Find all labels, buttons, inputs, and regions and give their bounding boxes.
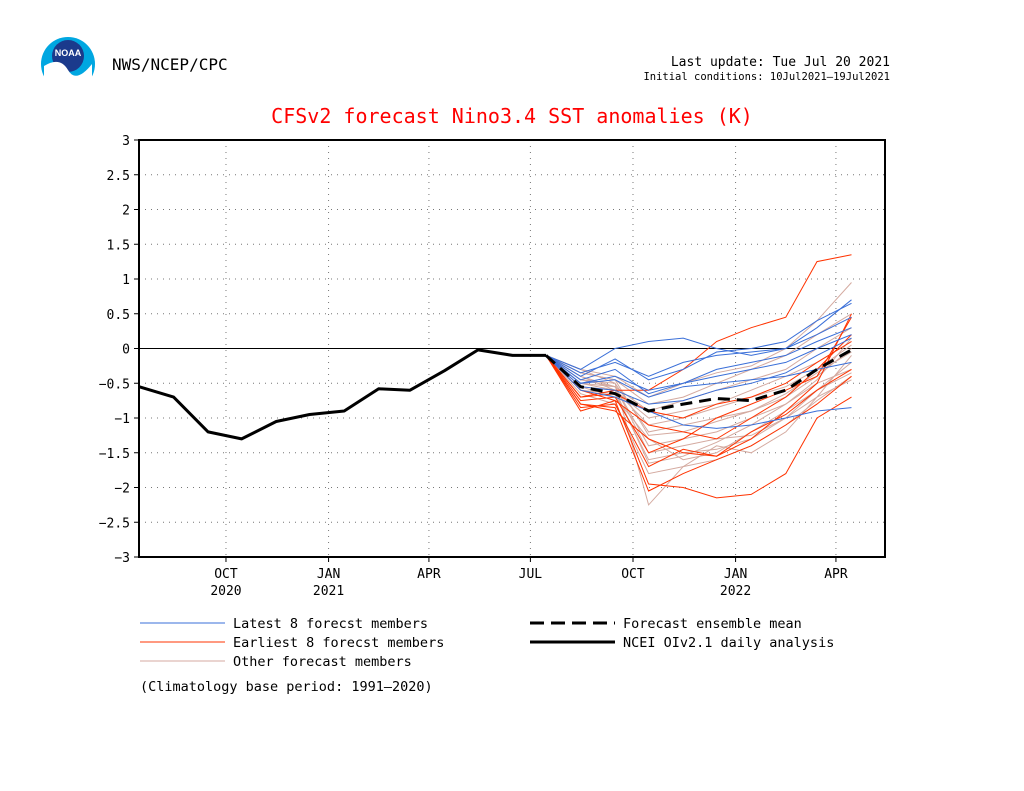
latest-member-line: [545, 334, 852, 391]
y-tick-label: −2.5: [99, 516, 130, 531]
y-tick-label: 0: [122, 343, 130, 358]
main-lines: [138, 348, 853, 441]
noaa-logo: NOAA: [41, 37, 95, 92]
earliest-member-line: [545, 334, 852, 440]
earliest-member-line: [545, 313, 852, 457]
y-tick-label: −1.5: [99, 447, 130, 462]
analysis-line: [138, 348, 546, 441]
noaa-logo-gull: [44, 61, 92, 92]
x-tick-label: OCT: [621, 567, 645, 582]
y-tick-label: 3: [122, 134, 130, 149]
plot-frame: [138, 139, 886, 558]
other-member-line: [545, 355, 852, 461]
grid-layer: [139, 140, 885, 557]
x-tick-label: APR: [824, 567, 848, 582]
earliest-member-line: [545, 355, 852, 468]
latest-member-line: [545, 302, 852, 381]
x-tick-label: OCT: [214, 567, 238, 582]
x-tick-label: JUL: [519, 567, 543, 582]
other-member-line: [545, 355, 852, 475]
forecast-members: [545, 254, 852, 506]
legend-label-earliest: Earliest 8 forecst members: [233, 635, 444, 651]
latest-member-line: [545, 337, 852, 405]
y-tick-label: −1: [114, 412, 130, 427]
x-tick-label: JAN: [724, 567, 747, 582]
update-info: Last update: Tue Jul 20 2021 Initial con…: [620, 55, 890, 85]
agency-label: NWS/NCEP/CPC: [112, 55, 228, 74]
y-tick-label: −0.5: [99, 377, 130, 392]
initial-conditions: Initial conditions: 10Jul2021–19Jul2021: [643, 71, 890, 83]
other-member-line: [545, 354, 852, 454]
legend-label-mean: Forecast ensemble mean: [623, 616, 802, 632]
x-tick-year-label: 2021: [313, 584, 344, 599]
x-tick-label: APR: [417, 567, 441, 582]
x-tick-year-label: 2020: [210, 584, 241, 599]
legend-label-latest: Latest 8 forecst members: [233, 616, 428, 632]
y-tick-label: 1: [122, 273, 130, 288]
y-tick-label: 1.5: [107, 238, 130, 253]
y-tick-label: 0.5: [107, 308, 130, 323]
x-tick-year-label: 2022: [720, 584, 751, 599]
latest-member-line: [545, 299, 852, 377]
other-member-line: [545, 354, 852, 506]
chart-title: CFSv2 forecast Nino3.4 SST anomalies (K): [271, 104, 753, 128]
latest-member-line: [545, 355, 852, 398]
x-tick-label: JAN: [317, 567, 340, 582]
climatology-note: (Climatology base period: 1991–2020): [140, 679, 433, 695]
y-tick-label: 2.5: [107, 169, 130, 184]
y-tick-label: −2: [114, 482, 130, 497]
other-member-line: [545, 344, 852, 426]
y-tick-label: −3: [114, 551, 130, 566]
y-tick-label: 2: [122, 204, 130, 219]
legend: Latest 8 forecst members Earliest 8 forec…: [140, 616, 834, 695]
ensemble-mean-line: [544, 348, 853, 413]
legend-label-analysis: NCEI OIv2.1 daily analysis: [623, 635, 834, 651]
latest-member-line: [545, 316, 852, 370]
axes: 3 2.5 2 1.5 1 0.5 0 −0.5 −1 −1.5 −2 −2.5 −3 OCT 2020 JA…: [99, 134, 886, 599]
noaa-logo-text: NOAA: [55, 48, 82, 58]
latest-member-line: [545, 355, 852, 429]
latest-member-line: [545, 327, 852, 395]
legend-label-other: Other forecast members: [233, 654, 412, 670]
earliest-member-line: [545, 316, 852, 454]
other-member-line: [545, 282, 852, 398]
last-update: Last update: Tue Jul 20 2021: [670, 55, 890, 70]
